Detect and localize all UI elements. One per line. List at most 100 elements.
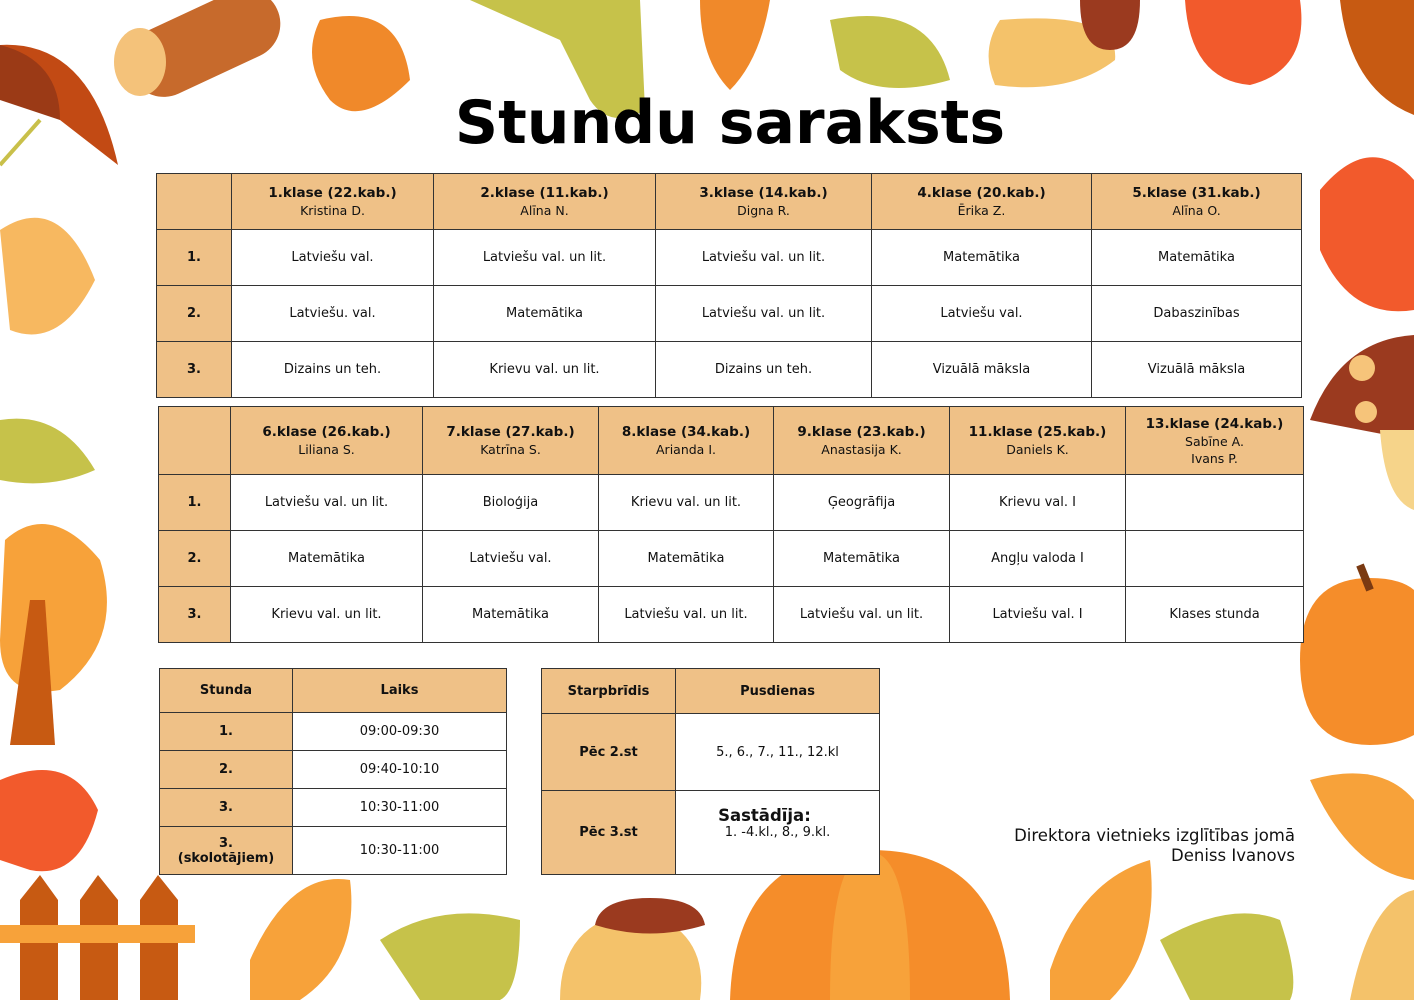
signature-label: Sastādīja: [718, 806, 811, 825]
table-row: 2. Latviešu. val. Matemātika Latviešu val. … [156, 285, 1302, 342]
column-header: Pusdienas [675, 668, 880, 714]
acorn-icon [988, 0, 1140, 88]
class-header: 1.klase (22.kab.) Kristina D. [231, 173, 434, 230]
subject-cell: Dabaszinības [1091, 285, 1302, 342]
page-title: Stundu saraksts [454, 88, 1006, 158]
class-header: 11.klase (25.kab.) Daniels K. [949, 406, 1126, 475]
subject-cell: Latviešu val. [422, 530, 599, 587]
lesson-number: 1. [156, 229, 232, 286]
lesson-times-table: Stunda Laiks 1. 09:00-09:30 2. 09:40-10:10 … [159, 668, 507, 875]
break-cell: Pēc 2.st [541, 713, 676, 791]
table-row: 3. 10:30-11:00 [159, 788, 507, 827]
subject-cell: Latviešu val. un lit. [598, 586, 774, 643]
scarf-icon [470, 0, 645, 118]
subject-cell: Vizuālā māksla [871, 341, 1092, 398]
subject-cell: Krievu val. I [949, 474, 1126, 531]
table-row: 2. 09:40-10:10 [159, 750, 507, 789]
signature-block: Sastādīja: Direktora vietnieks izglītība… [718, 806, 1295, 866]
class-header: 4.klase (20.kab.) Ērika Z. [871, 173, 1092, 230]
column-header: Stunda [159, 668, 293, 713]
subject-cell: Latviešu val. un lit. [773, 586, 950, 643]
class-header: 8.klase (34.kab.) Arianda I. [598, 406, 774, 475]
column-header: Starpbrīdis [541, 668, 676, 714]
acorn-icon [560, 898, 705, 1000]
lesson-number: 2. [158, 530, 231, 587]
leaf-icon [1320, 157, 1414, 312]
umbrella-icon [0, 44, 118, 167]
lesson-number: 3. (skolotājiem) [159, 826, 293, 875]
table-header-row: 6.klase (26.kab.) Liliana S. 7.klase (27.… [158, 406, 1304, 475]
signature-role: Direktora vietnieks izglītības jomā [1014, 826, 1295, 845]
leaf-icon [1310, 773, 1414, 880]
leaf-icon [700, 0, 770, 90]
subject-cell: Matemātika [773, 530, 950, 587]
lesson-number: 2. [156, 285, 232, 342]
table-row: Pēc 3.st 1. -4.kl., 8., 9.kl. [541, 790, 880, 875]
classes-cell: 1. -4.kl., 8., 9.kl. [675, 790, 880, 875]
subject-cell: Bioloģija [422, 474, 599, 531]
subject-cell [1125, 530, 1304, 587]
apple-icon [1185, 0, 1302, 85]
leaf-icon [250, 879, 352, 1000]
lesson-number: 1. [158, 474, 231, 531]
leaf-icon [1340, 0, 1414, 115]
subject-cell: Latviešu val. un lit. [655, 229, 872, 286]
leaf-icon [830, 16, 950, 88]
class-header: 13.klase (24.kab.) Sabīne A. Ivans P. [1125, 406, 1304, 475]
subject-cell: Matemātika [871, 229, 1092, 286]
table-row: 3. Krievu val. un lit. Matemātika Latviešu … [158, 586, 1304, 643]
class-header: 9.klase (23.kab.) Anastasija K. [773, 406, 950, 475]
apple-icon [0, 770, 98, 872]
table-row: 1. 09:00-09:30 [159, 712, 507, 751]
leaf-icon [1160, 913, 1294, 1000]
classes-cell: 5., 6., 7., 11., 12.kl [675, 713, 880, 791]
class-header: 2.klase (11.kab.) Alīna N. [433, 173, 656, 230]
subject-cell: Latviešu val. un lit. [655, 285, 872, 342]
log-icon [114, 0, 281, 97]
schedule-table-1: 1.klase (22.kab.) Kristina D. 2.klase (11… [156, 173, 1302, 398]
time-cell: 09:40-10:10 [292, 750, 507, 789]
leaf-icon [0, 418, 95, 484]
lesson-number: 3. [159, 788, 293, 827]
leaf-icon [1050, 860, 1152, 1000]
subject-cell: Ģeogrāfija [773, 474, 950, 531]
pumpkin-icon [730, 850, 1010, 1000]
table-header-row: Starpbrīdis Pusdienas [541, 668, 880, 714]
table-row: Pēc 2.st 5., 6., 7., 11., 12.kl [541, 713, 880, 791]
subject-cell: Latviešu. val. [231, 285, 434, 342]
subject-cell: Klases stunda [1125, 586, 1304, 643]
class-header: 3.klase (14.kab.) Digna R. [655, 173, 872, 230]
pumpkin-icon [1300, 563, 1414, 745]
subject-cell: Dizains un teh. [231, 341, 434, 398]
subject-cell: Matemātika [598, 530, 774, 587]
tree-icon [0, 524, 107, 745]
lesson-number: 3. [158, 586, 231, 643]
table-row: 1. Latviešu val. un lit. Bioloģija Krievu v… [158, 474, 1304, 531]
subject-cell: Krievu val. un lit. [598, 474, 774, 531]
class-header: 7.klase (27.kab.) Katrīna S. [422, 406, 599, 475]
subject-cell: Latviešu val. [871, 285, 1092, 342]
leaf-icon [0, 217, 95, 335]
lesson-number: 1. [159, 712, 293, 751]
corner-cell [158, 406, 231, 475]
subject-cell: Matemātika [422, 586, 599, 643]
subject-cell: Vizuālā māksla [1091, 341, 1302, 398]
subject-cell: Krievu val. un lit. [230, 586, 423, 643]
subject-cell: Matemātika [433, 285, 656, 342]
subject-cell: Latviešu val. [231, 229, 434, 286]
corner-cell [156, 173, 232, 230]
lunch-table: Starpbrīdis Pusdienas Pēc 2.st 5., 6., 7.,… [541, 668, 880, 875]
column-header: Laiks [292, 668, 507, 713]
subject-cell: Matemātika [1091, 229, 1302, 286]
lesson-number: 3. [156, 341, 232, 398]
leaf-icon [380, 913, 520, 1000]
subject-cell: Dizains un teh. [655, 341, 872, 398]
time-cell: 09:00-09:30 [292, 712, 507, 751]
break-cell: Pēc 3.st [541, 790, 676, 875]
subject-cell: Latviešu val. un lit. [230, 474, 423, 531]
table-row: 2. Matemātika Latviešu val. Matemātika Matem… [158, 530, 1304, 587]
table-header-row: Stunda Laiks [159, 668, 507, 713]
lesson-number: 2. [159, 750, 293, 789]
time-cell: 10:30-11:00 [292, 826, 507, 875]
